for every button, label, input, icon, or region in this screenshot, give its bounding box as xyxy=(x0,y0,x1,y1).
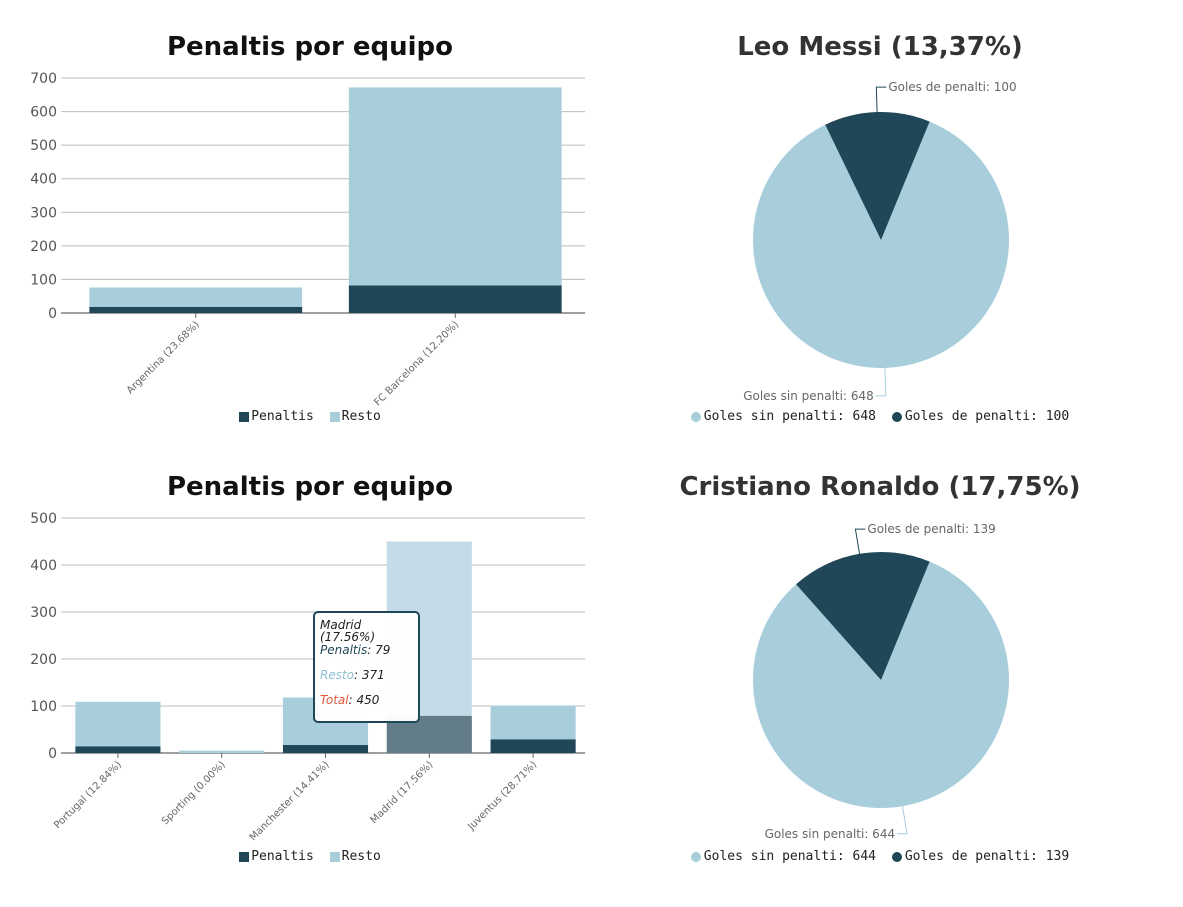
legend-item-sin-penalti[interactable]: Goles sin penalti: 644 xyxy=(690,849,876,864)
legend-dot xyxy=(690,851,701,862)
bar-resto xyxy=(89,287,303,307)
pie-chart-panel-2: Cristiano Ronaldo (17,75%) Goles de pena… xyxy=(590,468,1170,878)
legend-item-de-penalti[interactable]: Goles de penalti: 100 xyxy=(891,409,1070,424)
tooltip-row-penaltis: Penaltis: 79 xyxy=(320,643,391,657)
legend-item-resto[interactable]: Resto xyxy=(329,409,381,424)
y-tick-label: 300 xyxy=(30,205,57,221)
pie-chart-panel-1: Leo Messi (13,37%) Goles de penalti: 100… xyxy=(590,28,1170,438)
legend-label: Resto xyxy=(341,409,381,424)
bar-resto xyxy=(179,750,265,753)
pie-slice-goles-sin-penalti xyxy=(753,121,1010,368)
chart-title: Cristiano Ronaldo (17,75%) xyxy=(679,472,1081,502)
legend-item-penaltis[interactable]: Penaltis xyxy=(239,409,314,424)
legend-item-penaltis[interactable]: Penaltis xyxy=(239,849,314,864)
legend-item-resto[interactable]: Resto xyxy=(329,849,381,864)
legend-label: Goles sin penalti: 648 xyxy=(703,409,876,424)
chart-title: Leo Messi (13,37%) xyxy=(737,32,1023,62)
x-tick-label: Manchester (14.41%) xyxy=(248,759,332,843)
bar-penaltis xyxy=(490,739,576,753)
tooltip-row-resto: Resto: 371 xyxy=(320,668,385,682)
y-tick-label: 400 xyxy=(30,172,57,188)
y-tick-label: 300 xyxy=(30,605,57,621)
legend-dot xyxy=(891,851,902,862)
tooltip-row-total: Total: 450 xyxy=(320,693,380,707)
tooltip-value: 371 xyxy=(361,668,385,682)
y-tick-label: 200 xyxy=(30,652,57,668)
legend-label: Goles sin penalti: 644 xyxy=(703,849,876,864)
chart-legend: Penaltis Resto xyxy=(20,849,600,866)
pie-data-label: Goles de penalti: 100 xyxy=(888,80,1016,94)
chart-legend: Goles sin penalti: 648 Goles de penalti:… xyxy=(590,409,1170,426)
pie-chart-2: Goles de penalti: 139 Goles sin penalti: … xyxy=(753,522,1009,841)
tooltip-value: 450 xyxy=(356,693,380,707)
x-tick-label: Madrid (17.56%) xyxy=(369,759,436,826)
legend-item-sin-penalti[interactable]: Goles sin penalti: 648 xyxy=(690,409,876,424)
y-tick-label: 200 xyxy=(30,239,57,255)
legend-swatch xyxy=(329,851,340,862)
pie-slice-goles-de-penalti xyxy=(825,112,930,240)
legend-swatch xyxy=(329,411,340,422)
bar-resto xyxy=(75,701,161,747)
bar-penaltis xyxy=(89,306,303,313)
connector-line xyxy=(854,528,866,554)
pie-data-label: Goles sin penalti: 644 xyxy=(765,827,896,841)
bar-penaltis xyxy=(75,746,161,753)
chart-tooltip: Madrid (17.56%) Penaltis: 79 Resto: 371 … xyxy=(313,611,420,723)
pie-chart-1: Goles de penalti: 100 Goles sin penalti: … xyxy=(743,80,1016,403)
y-tick-label: 500 xyxy=(30,138,57,154)
connector-line xyxy=(875,367,887,397)
tooltip-label: Total xyxy=(320,693,349,707)
y-tick-label: 0 xyxy=(48,746,57,762)
chart-title: Penaltis por equipo xyxy=(166,472,453,502)
bar-chart-panel-1: Penaltis por equipo 0 100 200 300 400 500 600 7… xyxy=(20,28,600,438)
tooltip-header: Madrid (17.56%) xyxy=(320,618,376,644)
y-tick-label: 0 xyxy=(48,306,57,322)
y-tick-label: 400 xyxy=(30,558,57,574)
legend-label: Goles de penalti: 139 xyxy=(904,849,1070,864)
chart-legend: Penaltis Resto xyxy=(20,409,600,426)
legend-label: Goles de penalti: 100 xyxy=(904,409,1070,424)
x-tick-label: FC Barcelona (12.20%) xyxy=(372,319,461,408)
connector-line xyxy=(875,86,887,113)
bar-penaltis xyxy=(348,285,562,313)
tooltip-label: Penaltis xyxy=(320,643,368,657)
bar-chart-2: 0 100 200 300 400 500 Portugal (12.84%) Sportin… xyxy=(30,511,585,843)
y-tick-label: 100 xyxy=(30,272,57,288)
y-tick-label: 700 xyxy=(30,71,57,87)
x-tick-label: Portugal (12.84%) xyxy=(52,759,124,831)
x-tick-label: Argentina (23.68%) xyxy=(125,319,202,396)
legend-dot xyxy=(690,411,701,422)
x-tick-label: Juventus (28.71%) xyxy=(465,759,539,833)
y-tick-label: 100 xyxy=(30,699,57,715)
legend-label: Penaltis xyxy=(251,409,314,424)
legend-label: Penaltis xyxy=(251,849,314,864)
legend-dot xyxy=(891,411,902,422)
legend-label: Resto xyxy=(341,849,381,864)
bar-resto xyxy=(490,705,576,740)
bar-chart-panel-2: Penaltis por equipo 0 100 200 300 400 500 Port… xyxy=(20,468,600,878)
bar-resto xyxy=(348,87,562,286)
bar-chart-1: 0 100 200 300 400 500 600 700 Argentina (23.68%)… xyxy=(30,71,585,408)
y-tick-label: 600 xyxy=(30,105,57,121)
y-tick-label: 500 xyxy=(30,511,57,527)
legend-swatch xyxy=(239,851,250,862)
connector-line xyxy=(897,806,908,835)
tooltip-label: Resto xyxy=(320,668,355,682)
chart-title: Penaltis por equipo xyxy=(166,32,453,62)
pie-data-label: Goles sin penalti: 648 xyxy=(743,389,874,403)
pie-slice-goles-sin-penalti xyxy=(753,561,1009,808)
legend-swatch xyxy=(239,411,250,422)
legend-item-de-penalti[interactable]: Goles de penalti: 139 xyxy=(891,849,1070,864)
pie-slice-goles-de-penalti xyxy=(796,552,930,680)
pie-data-label: Goles de penalti: 139 xyxy=(867,522,995,536)
bar-penaltis xyxy=(282,745,369,753)
x-tick-label: Sporting (0.00%) xyxy=(160,759,228,827)
tooltip-value: 79 xyxy=(375,643,391,657)
chart-legend: Goles sin penalti: 644 Goles de penalti:… xyxy=(590,849,1170,866)
